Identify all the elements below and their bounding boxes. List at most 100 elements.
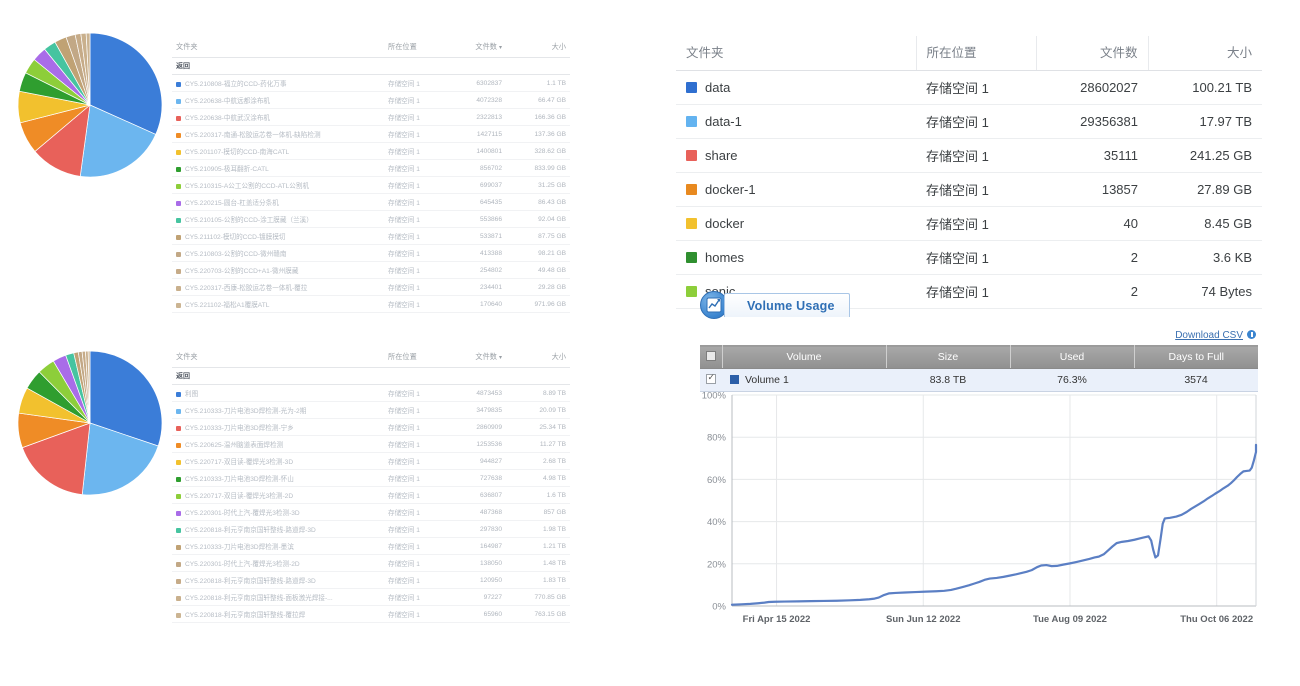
cell-folder[interactable]: CY5.220625-温州脑道表面焊检测 [172, 435, 384, 453]
table-row[interactable]: CY5.210803-公割的CCD-微州赣南 存储空间 1 413388 98.21 … [172, 244, 570, 262]
pie-slice[interactable] [81, 422, 159, 496]
header-days-to-full[interactable]: Days to Full [1134, 345, 1258, 369]
table-row[interactable]: CY5.210315-A公工公割的CCD-ATL公割机 存储空间 1 699037 3… [172, 176, 570, 194]
table-row[interactable]: CY5.210333-刀片电池3D焊检测-墨滨 存储空间 1 164987 1.21 … [172, 537, 570, 555]
table-row[interactable]: CY5.220301-时代上汽-覆焊光3检测-2D 存储空间 1 138050 1.4… [172, 554, 570, 572]
back-row[interactable]: 返回 [172, 367, 570, 385]
header-files[interactable]: 文件数 [1035, 36, 1148, 71]
pie-slice[interactable] [87, 350, 91, 424]
cell-checkbox[interactable] [700, 368, 722, 392]
pie-slice[interactable] [21, 422, 91, 495]
cell-folder[interactable]: CY5.220301-时代上汽-覆焊光3检测-2D [172, 554, 384, 572]
table-row[interactable]: data-1 存储空间 1 29356381 17.97 TB [676, 104, 1262, 139]
cell-folder[interactable]: share [676, 138, 916, 173]
header-files[interactable]: 文件数 ▾ [448, 348, 506, 368]
download-icon[interactable] [1247, 330, 1256, 339]
header-location[interactable]: 所在位置 [384, 348, 448, 368]
table-row[interactable]: share 存储空间 1 35111 241.25 GB [676, 138, 1262, 173]
header-folder[interactable]: 文件夹 [172, 38, 384, 58]
header-size[interactable]: 大小 [1147, 36, 1262, 71]
table-row[interactable]: CY5.220818-利元亨南京国轩整线-覆拉焊 存储空间 1 65960 763.1… [172, 605, 570, 623]
header-used[interactable]: Used [1010, 345, 1135, 369]
cell-folder[interactable]: CY5.220301-时代上汽-覆焊光3检测-3D [172, 503, 384, 521]
table-row[interactable]: CY5.210808-福立的CCD-药化万事 存储空间 1 6302837 1.1 T… [172, 74, 570, 92]
cell-folder[interactable]: CY5.220717-双目读-覆焊光3检测-2D [172, 486, 384, 504]
table-row[interactable]: CY5.220317-南通-松胶运芯卷一体机-缺陷检测 存储空间 1 1427115… [172, 125, 570, 143]
table-row[interactable]: homes 存储空间 1 2 3.6 KB [676, 240, 1262, 275]
cell-folder[interactable]: CY5.220317-西康-松胶运芯卷一体机-覆拉 [172, 278, 384, 296]
cell-folder[interactable]: CY5.201107-模切的CCD-南海CATL [172, 142, 384, 160]
table-row[interactable]: CY5.220317-西康-松胶运芯卷一体机-覆拉 存储空间 1 234401 29.… [172, 278, 570, 296]
table-row[interactable]: CY5.220625-温州脑道表面焊检测 存储空间 1 1253536 11.27 T… [172, 435, 570, 453]
header-size[interactable]: Size [886, 345, 1011, 369]
pie-slice[interactable] [89, 32, 163, 135]
table-row[interactable]: docker 存储空间 1 40 8.45 GB [676, 206, 1262, 241]
cell-folder[interactable]: CY5.210333-刀片电池3D焊检测-怀山 [172, 469, 384, 487]
back-link[interactable]: 返回 [172, 367, 570, 385]
pie-slice[interactable] [79, 104, 157, 178]
header-folder[interactable]: 文件夹 [676, 36, 916, 71]
table-row[interactable]: CY5.210333-刀片电池3D焊检测-宁乡 存储空间 1 2860909 25.3… [172, 418, 570, 436]
cell-folder[interactable]: CY5.220717-双目读-覆焊光3检测-3D [172, 452, 384, 470]
back-link[interactable]: 返回 [172, 57, 570, 75]
table-row[interactable]: CY5.221102-福松A1覆膜ATL 存储空间 1 170640 971.96 G… [172, 295, 570, 313]
cell-folder[interactable]: homes [676, 240, 916, 275]
cell-folder[interactable]: CY5.210333-刀片电池3D焊检测-光为-2期 [172, 401, 384, 419]
cell-folder[interactable]: 利图 [172, 384, 384, 402]
table-row[interactable]: CY5.220717-双目读-覆焊光3检测-2D 存储空间 1 636807 1.6 … [172, 486, 570, 504]
cell-folder[interactable]: CY5.220703-公割的CCD+A1-微州膜藏 [172, 261, 384, 279]
cell-folder[interactable]: CY5.210803-公割的CCD-微州赣南 [172, 244, 384, 262]
header-location[interactable]: 所在位置 [915, 36, 1036, 71]
cell-folder[interactable]: CY5.220818-利元亨南京国轩整线-覆拉焊 [172, 605, 384, 623]
cell-folder[interactable]: CY5.210333-刀片电池3D焊检测-宁乡 [172, 418, 384, 436]
table-row[interactable]: CY5.220301-时代上汽-覆焊光3检测-3D 存储空间 1 487368 857… [172, 503, 570, 521]
volume-usage-tab[interactable]: Volume Usage [724, 293, 850, 317]
table-row[interactable]: CY5.220703-公割的CCD+A1-微州膜藏 存储空间 1 254802 49.… [172, 261, 570, 279]
cell-folder[interactable]: CY5.220215-圆台-杠盖适分条机 [172, 193, 384, 211]
header-volume[interactable]: Volume [722, 345, 887, 369]
table-row[interactable]: CY5.211102-模切的CCD-镀膜模切 存储空间 1 533871 87.75 … [172, 227, 570, 245]
table-row[interactable]: CY5.220638-中航武汉涂布机 存储空间 1 2322813 166.36 GB [172, 108, 570, 126]
cell-folder[interactable]: CY5.220818-利元亨南京国轩整线-面板激光焊接-... [172, 588, 384, 606]
cell-folder[interactable]: data-1 [676, 104, 916, 139]
cell-folder[interactable]: docker-1 [676, 172, 916, 207]
table-row[interactable]: CY5.210333-刀片电池3D焊检测-怀山 存储空间 1 727638 4.98 … [172, 469, 570, 487]
cell-folder[interactable]: CY5.220818-利元亨南京国轩整线-路道焊-3D [172, 520, 384, 538]
table-row[interactable]: CY5.220818-利元亨南京国轩整线-路道焊-3D 存储空间 1 120950 1… [172, 571, 570, 589]
select-all-checkbox[interactable] [705, 351, 716, 361]
table-row[interactable]: docker-1 存储空间 1 13857 27.89 GB [676, 172, 1262, 207]
table-row[interactable]: CY5.201107-模切的CCD-南海CATL 存储空间 1 1400801 328… [172, 142, 570, 160]
cell-folder[interactable]: CY5.210105-公割的CCD-涂工膜藏（兰溪） [172, 210, 384, 228]
header-files[interactable]: 文件数 ▾ [448, 38, 506, 58]
cell-folder[interactable]: CY5.221102-福松A1覆膜ATL [172, 295, 384, 313]
cell-folder[interactable]: CY5.211102-模切的CCD-镀膜模切 [172, 227, 384, 245]
header-folder[interactable]: 文件夹 [172, 348, 384, 368]
cell-folder[interactable]: CY5.220317-南通-松胶运芯卷一体机-缺陷检测 [172, 125, 384, 143]
header-size[interactable]: 大小 [506, 348, 570, 368]
table-row[interactable]: CY5.220717-双目读-覆焊光3检测-3D 存储空间 1 944827 2.68… [172, 452, 570, 470]
back-row[interactable]: 返回 [172, 57, 570, 75]
pie-slice[interactable] [89, 350, 163, 447]
select-all-header[interactable] [700, 345, 723, 369]
cell-folder[interactable]: data [676, 70, 916, 105]
table-row[interactable]: CY5.220638-中航远都涂布机 存储空间 1 4072328 66.47 GB [172, 91, 570, 109]
header-size[interactable]: 大小 [506, 38, 570, 58]
cell-folder[interactable]: CY5.210905-极耳翻折-CATL [172, 159, 384, 177]
cell-folder[interactable]: docker [676, 206, 916, 241]
header-location[interactable]: 所在位置 [384, 38, 448, 58]
pie-slice[interactable] [85, 32, 91, 106]
table-row[interactable]: data 存储空间 1 28602027 100.21 TB [676, 70, 1262, 105]
table-row[interactable]: CY5.210105-公割的CCD-涂工膜藏（兰溪） 存储空间 1 553866 92… [172, 210, 570, 228]
table-row[interactable]: CY5.220818-利元亨南京国轩整线-面板激光焊接-... 存储空间 1 972… [172, 588, 570, 606]
cell-folder[interactable]: CY5.220638-中航远都涂布机 [172, 91, 384, 109]
table-row[interactable]: CY5.210333-刀片电池3D焊检测-光为-2期 存储空间 1 3479835 2… [172, 401, 570, 419]
cell-folder[interactable]: CY5.210808-福立的CCD-药化万事 [172, 74, 384, 92]
cell-folder[interactable]: CY5.210315-A公工公割的CCD-ATL公割机 [172, 176, 384, 194]
download-csv-link[interactable]: Download CSV [1175, 330, 1243, 341]
table-row[interactable]: CY5.220818-利元亨南京国轩整线-路道焊-3D 存储空间 1 297830 1… [172, 520, 570, 538]
cell-folder[interactable]: CY5.210333-刀片电池3D焊检测-墨滨 [172, 537, 384, 555]
cell-folder[interactable]: CY5.220638-中航武汉涂布机 [172, 108, 384, 126]
cell-folder[interactable]: CY5.220818-利元亨南京国轩整线-路道焊-3D [172, 571, 384, 589]
row-checkbox[interactable] [706, 372, 716, 384]
